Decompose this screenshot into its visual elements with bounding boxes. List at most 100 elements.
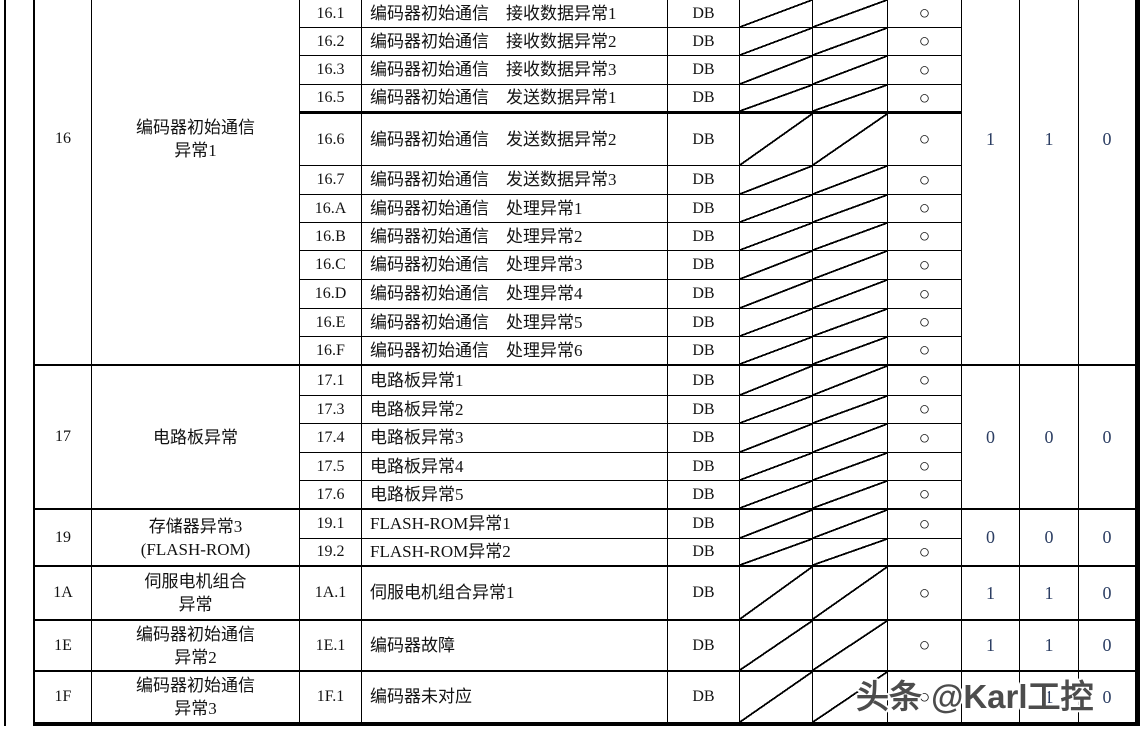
description-cell-label: 编码器初始通信 发送数据异常3 xyxy=(370,170,617,190)
description-cell: 编码器初始通信 处理异常5 xyxy=(362,309,668,337)
sub-code-cell-label: 1A.1 xyxy=(314,584,347,601)
detection-db-cell-label: DB xyxy=(692,400,715,418)
applicable-circle-cell-label: ○ xyxy=(918,312,931,333)
na-slash-cell xyxy=(813,567,888,621)
page-left-rule xyxy=(4,0,6,726)
na-slash-cell xyxy=(813,85,888,114)
attr-value-cell: 0 xyxy=(1020,366,1079,510)
detection-db-cell: DB xyxy=(668,0,740,28)
na-slash-cell xyxy=(740,309,813,337)
na-slash-cell xyxy=(740,56,813,85)
na-slash-cell xyxy=(813,0,888,28)
group-code-cell: 1F xyxy=(35,672,92,722)
sub-code-cell: 16.E xyxy=(300,309,362,337)
detection-db-cell: DB xyxy=(668,539,740,567)
applicable-circle-cell-label: ○ xyxy=(918,198,931,219)
na-slash-cell xyxy=(740,195,813,223)
applicable-circle-cell-label: ○ xyxy=(918,226,931,247)
sub-code-cell-label: 16.E xyxy=(315,313,346,331)
sub-code-cell: 16.D xyxy=(300,280,362,309)
detection-db-cell: DB xyxy=(668,424,740,453)
group-code-cell-label: 1F xyxy=(54,688,72,705)
applicable-circle-cell: ○ xyxy=(888,481,962,510)
detection-db-cell-label: DB xyxy=(692,89,715,106)
detection-db-cell-label: DB xyxy=(692,256,715,273)
na-slash-cell xyxy=(740,0,813,28)
description-cell-label: 编码器初始通信 处理异常1 xyxy=(370,198,583,218)
detection-db-cell: DB xyxy=(668,309,740,337)
applicable-circle-cell: ○ xyxy=(888,28,962,56)
applicable-circle-cell-label: ○ xyxy=(918,370,931,391)
detection-db-cell: DB xyxy=(668,510,740,539)
applicable-circle-cell-label: ○ xyxy=(918,3,931,24)
na-slash-cell xyxy=(740,85,813,114)
detection-db-cell-label: DB xyxy=(692,171,715,188)
description-cell-label: 编码器初始通信 发送数据异常2 xyxy=(370,129,617,149)
description-cell: FLASH-ROM异常1 xyxy=(362,510,668,539)
detection-db-cell: DB xyxy=(668,672,740,722)
description-cell: 编码器初始通信 发送数据异常1 xyxy=(362,85,668,114)
detection-db-cell-label: DB xyxy=(692,688,715,705)
na-slash-cell xyxy=(813,309,888,337)
detection-db-cell: DB xyxy=(668,621,740,672)
group-name-cell: 编码器初始通信 异常2 xyxy=(92,621,300,672)
description-cell-label: 编码器初始通信 接收数据异常2 xyxy=(370,31,617,51)
applicable-circle-cell-label: ○ xyxy=(918,484,931,505)
detection-db-cell: DB xyxy=(668,453,740,481)
sub-code-cell-label: 16.1 xyxy=(316,4,345,22)
attr-value-cell: 0 xyxy=(1079,621,1135,672)
attr-value-cell: 0 xyxy=(1079,567,1135,621)
watermark-text: 头条 @Karl工控 xyxy=(856,678,1094,715)
description-cell: 编码器初始通信 接收数据异常3 xyxy=(362,56,668,85)
description-cell: 编码器初始通信 发送数据异常2 xyxy=(362,114,668,166)
sub-code-cell-label: 17.6 xyxy=(316,485,345,503)
na-slash-cell xyxy=(813,424,888,453)
group-name-cell: 存储器异常3 (FLASH-ROM) xyxy=(92,510,300,567)
description-cell: 编码器初始通信 处理异常2 xyxy=(362,223,668,251)
sub-code-cell: 19.2 xyxy=(300,539,362,567)
applicable-circle-cell-label: ○ xyxy=(918,169,931,191)
sub-code-cell: 16.5 xyxy=(300,85,362,114)
detection-db-cell: DB xyxy=(668,337,740,366)
na-slash-cell xyxy=(740,453,813,481)
description-cell: 编码器初始通信 处理异常4 xyxy=(362,280,668,309)
group-name-cell-label: 电路板异常 xyxy=(153,427,238,447)
sub-code-cell: 16.A xyxy=(300,195,362,223)
applicable-circle-cell: ○ xyxy=(888,223,962,251)
group-code-cell-label: 1A xyxy=(53,584,73,601)
group-name-cell: 电路板异常 xyxy=(92,366,300,510)
applicable-circle-cell: ○ xyxy=(888,114,962,166)
detection-db-cell-label: DB xyxy=(692,543,715,560)
group-name-cell-label: 伺服电机组合 异常 xyxy=(144,572,247,614)
description-cell: 编码器初始通信 处理异常3 xyxy=(362,251,668,280)
attr-value-cell: 1 xyxy=(962,0,1020,366)
sub-code-cell-label: 16.7 xyxy=(316,171,345,188)
description-cell-label: 编码器初始通信 接收数据异常1 xyxy=(370,3,617,23)
sub-code-cell: 16.6 xyxy=(300,114,362,166)
na-slash-cell xyxy=(813,672,888,722)
na-slash-cell xyxy=(740,251,813,280)
applicable-circle-cell-label: ○ xyxy=(918,340,931,361)
sub-code-cell-label: 17.3 xyxy=(316,400,345,418)
sub-code-cell: 1F.1 xyxy=(300,672,362,722)
group-name-cell: 编码器初始通信 异常1 xyxy=(92,0,300,366)
detection-db-cell: DB xyxy=(668,251,740,280)
sub-code-cell: 17.3 xyxy=(300,396,362,424)
sub-code-cell: 1A.1 xyxy=(300,567,362,621)
sub-code-cell: 16.F xyxy=(300,337,362,366)
applicable-circle-cell: ○ xyxy=(888,453,962,481)
sub-code-cell: 16.1 xyxy=(300,0,362,28)
attr-value-cell-label: 0 xyxy=(1044,527,1054,548)
na-slash-cell xyxy=(740,481,813,510)
applicable-circle-cell: ○ xyxy=(888,510,962,539)
description-cell-label: 编码器初始通信 发送数据异常1 xyxy=(370,88,617,108)
attr-value-cell-label: 1 xyxy=(1044,635,1054,656)
sub-code-cell-label: 16.2 xyxy=(316,32,345,50)
detection-db-cell-label: DB xyxy=(692,4,715,22)
description-cell: 电路板异常4 xyxy=(362,453,668,481)
detection-db-cell-label: DB xyxy=(692,636,715,654)
detection-db-cell-label: DB xyxy=(692,61,715,78)
group-code-cell: 1A xyxy=(35,567,92,621)
sub-code-cell-label: 16.F xyxy=(316,341,345,359)
na-slash-cell xyxy=(813,28,888,56)
